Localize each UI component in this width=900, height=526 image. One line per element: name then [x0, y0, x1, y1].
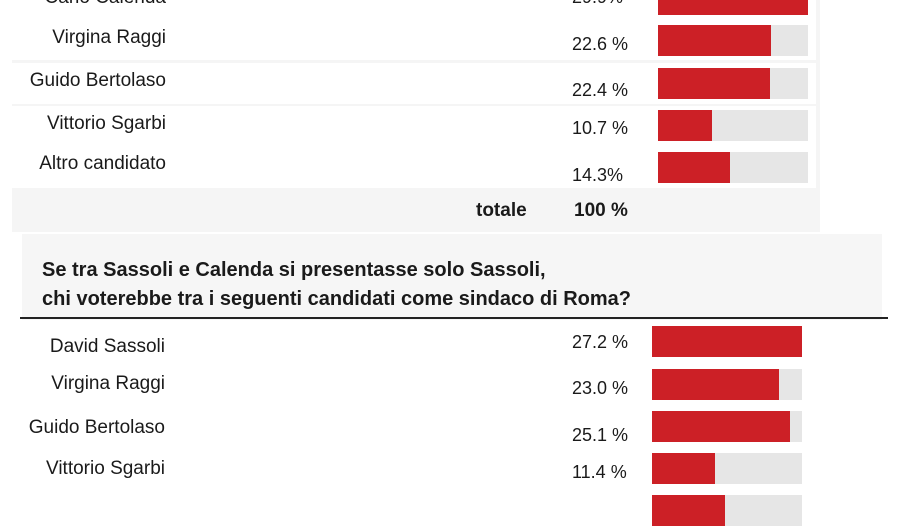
bar [658, 110, 712, 141]
bar-track [658, 152, 808, 183]
value-label: 10.7 % [572, 118, 629, 138]
bar [658, 25, 771, 56]
bar-track [652, 453, 802, 484]
bar [658, 0, 808, 15]
value-label: 23.0 % [572, 378, 629, 398]
bar-track [652, 326, 802, 357]
divider-rule [20, 317, 888, 319]
chart-2-title: Se tra Sassoli e Calenda si presentasse … [42, 259, 632, 310]
category-label: Virgina Raggi [51, 373, 165, 394]
value-label: 27.2 % [572, 332, 629, 352]
bar-track [658, 0, 808, 15]
bar [658, 152, 730, 183]
bar [652, 369, 779, 400]
category-label: Altro candidato [39, 153, 166, 174]
total-label: totale [476, 200, 527, 221]
value-label: 29.9% [572, 0, 623, 8]
category-label: Virgina Raggi [52, 27, 166, 48]
bar [652, 326, 802, 357]
bar-track [652, 411, 802, 442]
category-label: David Sassoli [49, 336, 165, 357]
bar [652, 453, 715, 484]
value-label: 11.4 % [572, 462, 627, 482]
bar-track [658, 110, 808, 141]
category-label: Guido Bertolaso [28, 417, 165, 438]
bar-track [658, 25, 808, 56]
value-label: 22.6 % [572, 34, 629, 54]
value-label: 14.3% [572, 165, 624, 185]
bar-track [652, 495, 802, 526]
value-label: 25.1 % [572, 425, 629, 445]
total-value: 100 % [574, 200, 628, 221]
bar [652, 411, 791, 442]
category-label: Carlo Calenda [45, 0, 166, 9]
bar [658, 68, 770, 99]
value-label: 22.4 % [572, 80, 629, 100]
question-panel [22, 234, 882, 320]
bar [652, 495, 726, 526]
category-label: Guido Bertolaso [29, 70, 166, 91]
bar-track [658, 68, 808, 99]
category-label: Vittorio Sgarbi [47, 113, 166, 134]
category-label: Vittorio Sgarbi [46, 458, 165, 479]
bar-track [652, 369, 802, 400]
